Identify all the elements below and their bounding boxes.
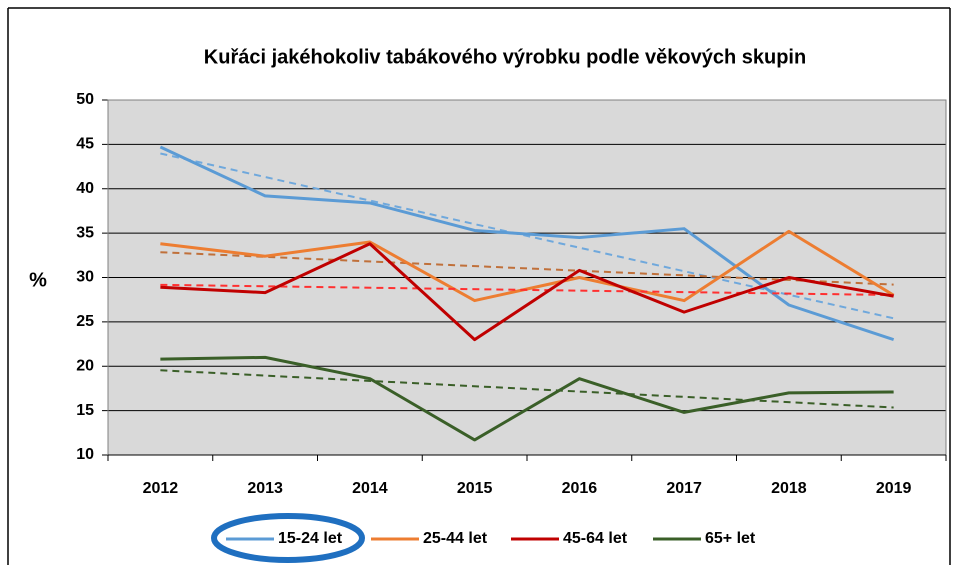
trendline bbox=[160, 251, 894, 286]
y-tick-label: 20 bbox=[76, 357, 94, 374]
x-tick-label: 2018 bbox=[771, 480, 807, 497]
y-tick-label: 25 bbox=[76, 313, 94, 330]
x-tick-label: 2015 bbox=[457, 480, 493, 497]
x-tick-label: 2017 bbox=[666, 480, 702, 497]
y-axis-label: % bbox=[29, 269, 47, 291]
x-tick-label: 2016 bbox=[562, 480, 598, 497]
legend-label: 65+ let bbox=[705, 530, 756, 547]
y-tick-label: 40 bbox=[76, 180, 94, 197]
x-tick-label: 2012 bbox=[143, 480, 179, 497]
highlight-ellipse bbox=[211, 513, 365, 563]
y-tick-label: 45 bbox=[76, 136, 94, 153]
x-tick-label: 2014 bbox=[352, 480, 388, 497]
trendline bbox=[160, 283, 894, 297]
trendline bbox=[160, 369, 894, 409]
y-tick-label: 50 bbox=[76, 91, 94, 108]
y-tick-label: 10 bbox=[76, 446, 94, 463]
x-tick-label: 2019 bbox=[876, 480, 912, 497]
series-line bbox=[160, 355, 894, 442]
y-tick-label: 30 bbox=[76, 269, 94, 286]
series-line bbox=[160, 242, 894, 342]
x-tick-label: 2013 bbox=[247, 480, 283, 497]
y-tick-label: 35 bbox=[76, 224, 94, 241]
legend-label: 25-44 let bbox=[423, 530, 488, 547]
chart-title: Kuřáci jakéhokoliv tabákového výrobku po… bbox=[204, 46, 806, 68]
legend-label: 15-24 let bbox=[278, 530, 343, 547]
y-tick-label: 15 bbox=[76, 402, 94, 419]
legend-label: 45-64 let bbox=[563, 530, 628, 547]
marks bbox=[159, 145, 895, 442]
series-line bbox=[159, 145, 895, 342]
